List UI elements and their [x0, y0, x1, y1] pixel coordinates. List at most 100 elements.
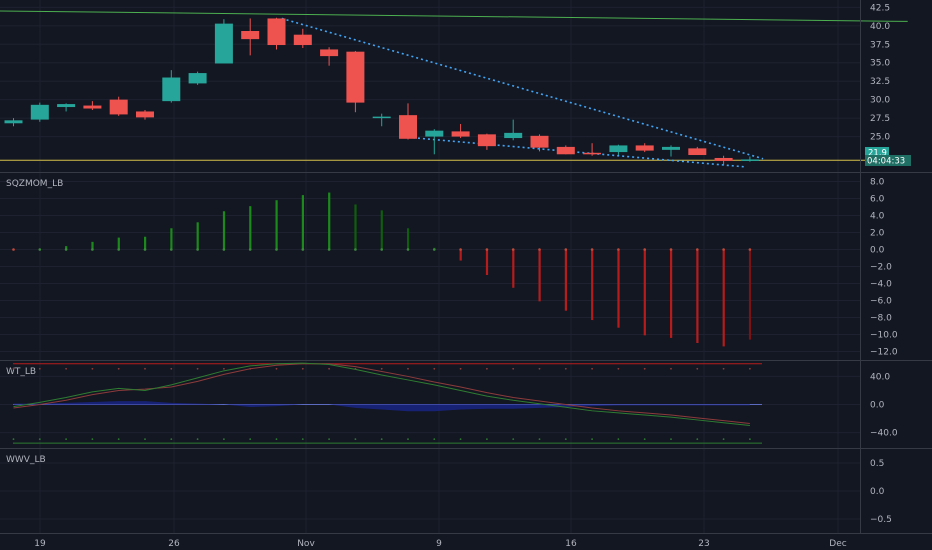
wt-marker — [170, 367, 173, 370]
squeeze-dot — [170, 248, 173, 251]
sqzmom-bar — [144, 236, 147, 250]
wt-marker — [38, 367, 41, 370]
wt-marker — [380, 438, 383, 440]
sqzmom-bar — [670, 249, 673, 338]
wt-marker — [749, 367, 751, 370]
sqzmom-bar — [591, 249, 594, 321]
candle-body — [688, 148, 707, 156]
wt-marker — [144, 367, 146, 370]
y-tick-label: 30.0 — [870, 96, 890, 106]
countdown-box — [865, 155, 911, 166]
candle-body — [714, 157, 733, 161]
sqzmom-bar — [275, 200, 278, 250]
wt-pane[interactable]: WT_LB — [6, 362, 762, 444]
x-tick-label: 23 — [698, 539, 709, 549]
sqzmom-bar — [722, 249, 725, 347]
squeeze-dot — [275, 248, 278, 251]
y-tick-label: 4.0 — [870, 212, 885, 222]
sqzmom-bar — [222, 211, 226, 250]
wt-marker — [380, 367, 383, 370]
squeeze-dot — [590, 248, 594, 251]
candle-body — [556, 146, 575, 155]
squeeze-dot — [91, 248, 94, 251]
y-tick-label: 8.0 — [870, 178, 885, 188]
wt-marker — [407, 367, 409, 370]
wwv-pane[interactable]: WWV_LB — [6, 455, 46, 465]
x-axis[interactable]: 19 26 Nov 9 16 23 Dec — [34, 539, 846, 549]
sqzmom-histogram — [12, 192, 752, 347]
x-tick-label: 16 — [565, 539, 577, 549]
y-tick-label: 0.0 — [870, 401, 885, 411]
wt-marker — [38, 438, 41, 440]
y-tick-label: 6.0 — [870, 195, 885, 205]
wt-marker — [486, 438, 488, 440]
squeeze-dot — [722, 248, 725, 251]
wt-marker — [144, 438, 146, 440]
wt-marker — [670, 367, 672, 370]
wt-marker — [249, 367, 252, 370]
squeeze-dot — [485, 248, 489, 251]
y-tick-label: 0.5 — [870, 459, 884, 469]
squeeze-dot — [696, 248, 699, 251]
price-pane[interactable] — [0, 10, 908, 168]
wt-marker — [591, 367, 593, 370]
squeeze-dot — [354, 248, 357, 251]
y-tick-label: −8.0 — [870, 314, 892, 324]
squeeze-dot — [380, 248, 384, 251]
sqzmom-pane[interactable]: SQZMOM_LB — [6, 179, 752, 347]
wt-marker — [512, 367, 515, 370]
grid-lines — [0, 0, 860, 533]
wt-marker — [670, 438, 672, 440]
wt-marker — [433, 367, 436, 370]
squeeze-dot — [748, 248, 752, 251]
wt-marker — [91, 438, 94, 440]
sqzmom-bar — [249, 206, 252, 250]
candle-body — [635, 145, 654, 151]
squeeze-dot — [459, 248, 462, 251]
wt-marker — [328, 367, 330, 370]
candle-body — [83, 105, 102, 109]
wt-marker — [223, 367, 225, 370]
wwv-label: WWV_LB — [6, 455, 46, 465]
wt-marker — [617, 367, 620, 370]
wt-marker — [196, 367, 199, 370]
trendline — [407, 136, 745, 168]
candle-body — [162, 77, 181, 102]
wt-marker — [354, 438, 357, 440]
trendlines[interactable] — [0, 10, 908, 168]
candle-body — [293, 34, 312, 46]
x-tick-label: 19 — [34, 539, 46, 549]
sqzmom-bar — [407, 228, 410, 250]
wt1-line — [13, 362, 750, 427]
wt-marker — [196, 438, 199, 440]
squeeze-dot — [669, 248, 673, 251]
wt-marker — [275, 367, 278, 370]
squeeze-dot — [143, 248, 147, 251]
sqzmom-bar — [748, 249, 752, 340]
wt-marker — [275, 438, 278, 440]
wt-lines — [12, 362, 762, 444]
x-tick-label: 26 — [168, 539, 180, 549]
candle-body — [425, 130, 444, 137]
pane-separators[interactable] — [0, 0, 932, 534]
wt-marker — [91, 367, 94, 370]
candle-body — [214, 23, 233, 64]
wt-label: WT_LB — [6, 367, 36, 377]
y-tick-label: 42.5 — [870, 3, 890, 13]
x-tick-label: Dec — [829, 539, 846, 549]
last-price-box — [865, 147, 889, 158]
wt-marker — [433, 438, 436, 440]
wt-marker — [12, 367, 15, 370]
squeeze-dot — [617, 248, 620, 251]
squeeze-dot — [222, 248, 226, 251]
sqzmom-bar — [117, 237, 120, 250]
candlesticks — [4, 17, 759, 166]
y-axis[interactable]: 42.5 40.0 37.5 35.0 32.5 30.0 27.5 25.0 8.0 6.0 4.… — [870, 3, 898, 525]
squeeze-dot — [64, 248, 68, 251]
y-tick-label: 25.0 — [870, 133, 890, 143]
wt-marker — [591, 438, 593, 440]
wt-marker — [564, 438, 567, 440]
candle-body — [136, 111, 154, 118]
sqzmom-bar — [459, 249, 462, 261]
